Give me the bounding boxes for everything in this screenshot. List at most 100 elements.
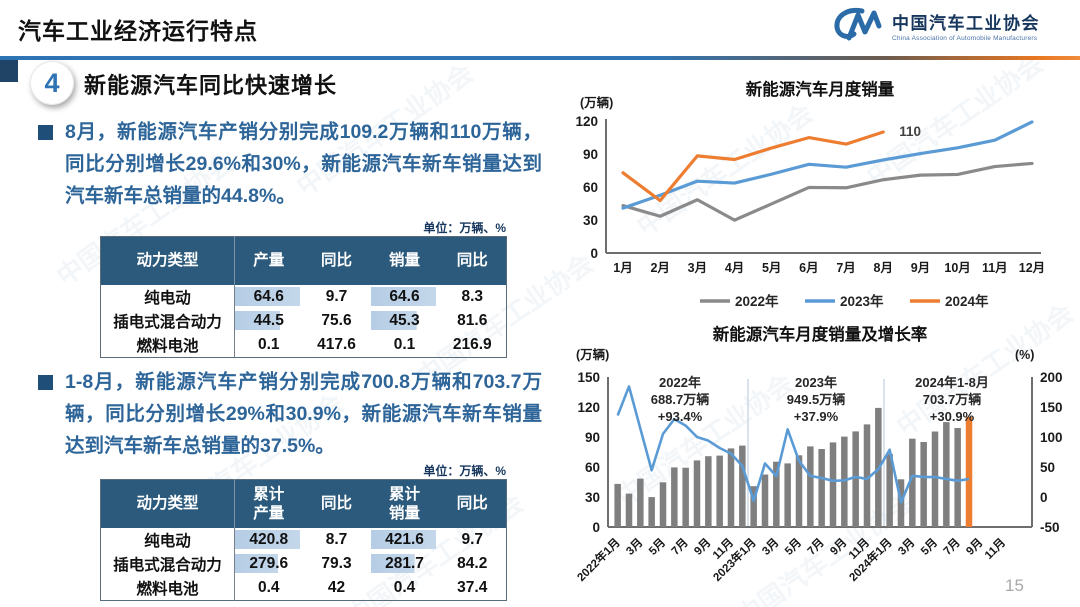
x-tick-label: 7月 (669, 536, 691, 558)
x-tick-label: 7月 (836, 261, 855, 275)
value-cell: 281.7 (370, 552, 439, 576)
table-header-cell: 累计 产量 (234, 479, 303, 528)
x-tick-label: 3月 (760, 536, 782, 558)
section-title: 新能源汽车同比快速增长 (84, 73, 338, 98)
header-divider (0, 56, 1080, 60)
y-tick-right: 0 (1040, 490, 1048, 505)
caam-logo: 中国汽车工业协会 China Association of Automobile… (832, 6, 1040, 44)
y-tick-label: 90 (583, 147, 598, 162)
sales-bar (965, 417, 973, 527)
x-tick-label: 6月 (799, 261, 818, 275)
table-header-cell: 动力类型 (100, 236, 235, 285)
value-cell: 84.2 (457, 555, 488, 572)
caam-logo-name-cn: 中国汽车工业协会 (892, 13, 1040, 33)
bullet-august: 8月，新能源汽车产销分别完成109.2万辆和110万辆，同比分别增长29.6%和… (38, 116, 542, 212)
table-header-cell: 同比 (302, 236, 371, 285)
sales-bar (659, 482, 667, 527)
row-label-cell: 插电式混合动力 (100, 552, 235, 576)
row-label-cell: 插电式混合动力 (100, 309, 235, 333)
chart-monthly-sales-line: (万辆) 0 30 60 90 120 1月 2月 3月 4月 5月 6月 7月 8月 9月 10月 11月 12… (575, 95, 1045, 309)
series-line-2023年 (621, 120, 1034, 210)
y-tick-label: 0 (590, 246, 598, 261)
sales-bar (761, 474, 769, 527)
x-tick-label: 2月 (650, 261, 669, 275)
value-cell: 417.6 (317, 336, 356, 353)
table-row: 纯电动 420.8 8.7 421.6 9.7 (100, 528, 507, 552)
year-annotation: +37.9% (794, 409, 839, 424)
sales-bar (671, 467, 678, 527)
sales-bar (954, 428, 961, 527)
value-cell: 44.5 (234, 309, 303, 333)
y-axis-unit-label: (万辆) (580, 95, 613, 110)
left-accent-notch (0, 60, 18, 82)
y-tick-left: 120 (577, 400, 600, 415)
sales-bar (773, 461, 780, 527)
year-annotation: 688.7万辆 (651, 392, 710, 407)
value-cell: 0.4 (257, 579, 280, 596)
y-axis-left-unit-label: (万辆) (576, 347, 609, 362)
sales-bar (682, 467, 689, 527)
sales-bar (807, 446, 814, 527)
series-line-2022年 (621, 161, 1034, 222)
caam-logo-text: 中国汽车工业协会 China Association of Automobile… (892, 9, 1040, 42)
x-tick-label: 9月 (911, 261, 930, 275)
bullet-jan-aug: 1-8月，新能源汽车产销分别完成700.8万辆和703.7万辆，同比分别增长29… (38, 366, 542, 462)
year-annotation: 2022年 (659, 375, 701, 390)
x-tick-label: 4月 (725, 261, 744, 275)
bullet-jan-aug-text: 1-8月，新能源汽车产销分别完成700.8万辆和703.7万辆，同比分别增长29… (65, 371, 542, 457)
y-tick-right: -50 (1040, 520, 1060, 535)
value-cell: 0.4 (393, 579, 416, 596)
table-row: 燃料电池 0.4 42 0.4 37.4 (100, 576, 507, 601)
table-header-cell: 同比 (438, 479, 507, 528)
table-row: 纯电动 64.6 9.7 64.6 8.3 (100, 285, 507, 309)
chart2-title: 新能源汽车月度销量及增长率 (712, 326, 928, 344)
x-tick-label: 1月 (613, 261, 632, 275)
legend-label: 2024年 (945, 293, 989, 309)
y-tick-left: 30 (585, 490, 600, 505)
series-line-2024年 (621, 130, 885, 203)
sales-bar (909, 438, 916, 527)
sales-bar (795, 455, 803, 527)
row-label-cell: 纯电动 (100, 285, 235, 309)
value-cell: 421.6 (370, 528, 439, 552)
value-cell: 9.7 (461, 531, 484, 548)
x-tick-label: 5月 (782, 536, 804, 558)
y-tick-label: 60 (583, 180, 598, 195)
x-tick-label: 8月 (874, 261, 893, 275)
y-axis-right-unit-label: (%) (1015, 348, 1034, 362)
sales-bar (739, 445, 746, 527)
data-annotation: 110 (899, 124, 921, 139)
year-annotation: +30.9% (930, 409, 975, 424)
y-tick-label: 30 (583, 213, 598, 228)
y-tick-right: 50 (1040, 460, 1055, 475)
table-header-cell: 累计 销量 (370, 479, 439, 528)
value-cell: 81.6 (457, 312, 488, 329)
table-row: 燃料电池 0.1 417.6 0.1 216.9 (100, 333, 507, 358)
sales-bar (727, 448, 735, 527)
x-tick-label: 12月 (1019, 261, 1045, 275)
year-annotation: 2023年 (795, 375, 837, 390)
x-tick-label: 7月 (805, 536, 827, 558)
value-cell: 9.7 (325, 288, 348, 305)
section-number-badge: 4 (30, 61, 74, 105)
page-title: 汽车工业经济运行特点 (18, 18, 258, 44)
caam-logo-mark-icon (834, 7, 882, 41)
value-cell: 279.6 (234, 552, 303, 576)
x-tick-label: 7月 (941, 536, 963, 558)
table-header-cell: 销量 (370, 236, 439, 285)
row-label-cell: 燃料电池 (100, 576, 235, 601)
sales-bar (943, 422, 950, 527)
unit-note-table2: 单位：万辆、% (423, 464, 506, 478)
chart1-title: 新能源汽车月度销量 (745, 81, 895, 99)
value-cell: 0.1 (393, 336, 416, 353)
value-cell: 216.9 (452, 336, 492, 353)
page-number: 15 (1005, 576, 1024, 595)
chart-monthly-sales-growth-combo: (万辆) (%) 0 30 60 90 120 150 -50 0 50 100 150 200 2022年… (574, 347, 1063, 584)
sales-bar (614, 483, 621, 527)
value-cell: 79.3 (321, 555, 352, 572)
year-annotation: 949.5万辆 (787, 392, 846, 407)
sales-bar (829, 442, 837, 527)
value-cell: 42 (327, 579, 346, 596)
sales-bar (818, 449, 825, 527)
